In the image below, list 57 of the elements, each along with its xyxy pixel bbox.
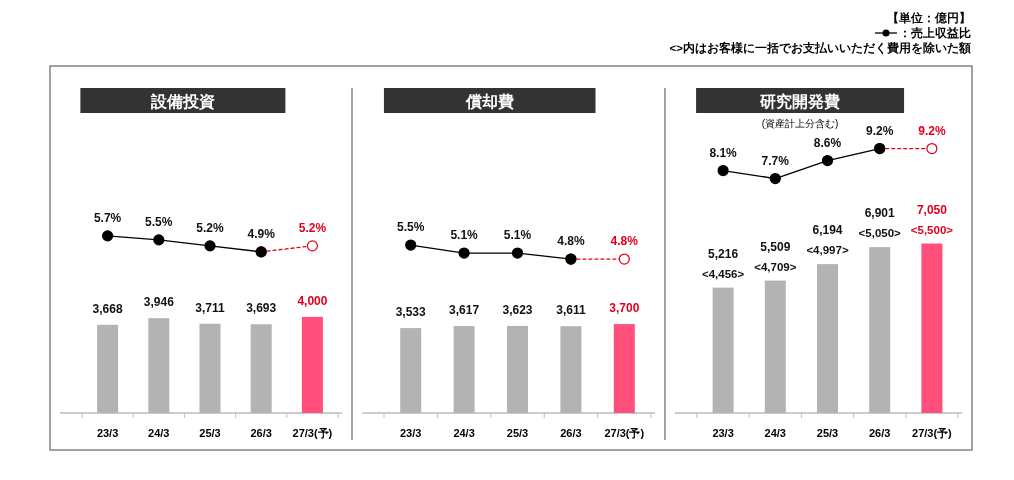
data-label: 3,611 [556, 303, 586, 318]
data-label: 7.7% [761, 153, 790, 168]
text: <>内はお客様に一括でお支払いいただく費用を除いた額 [669, 41, 971, 55]
data-label: 3,693 [246, 301, 277, 316]
data-label: 6,194 [812, 223, 843, 238]
x-tick-label: 25/3 [506, 427, 529, 439]
x-tick-label: 24/3 [148, 427, 170, 439]
annotation: <4,709> [754, 260, 797, 273]
chart-subtitle: (資産計上分含む) [761, 118, 839, 129]
x-tick-label: 26/3 [560, 427, 582, 439]
data-label: 8.1% [709, 145, 738, 160]
data-label: 5,509 [760, 239, 791, 254]
data-label: 9.2% [866, 123, 894, 138]
data-label: 4,000 [297, 293, 328, 308]
data-label: 3,668 [92, 301, 123, 316]
data-label: 3,533 [395, 305, 427, 320]
x-tick-label: 24/3 [764, 427, 787, 439]
annotation: <4,456> [701, 267, 745, 280]
data-label: 9.2% [918, 123, 946, 138]
x-tick-label: 25/3 [199, 427, 221, 439]
data-label: 5.1% [503, 228, 532, 243]
x-tick-label: 23/3 [399, 427, 422, 439]
chart-title: 研究開発費 [759, 93, 841, 110]
data-label: 3,946 [143, 295, 175, 310]
x-tick-label: 27/3(予) [604, 427, 645, 439]
annotation: <5,050> [858, 227, 902, 240]
data-label: 4.8% [557, 234, 585, 249]
data-label: 6,901 [864, 206, 896, 221]
legend-label: ：売上収益比 [899, 26, 971, 39]
data-label: 7,050 [916, 202, 948, 217]
data-label: 4.8% [610, 234, 639, 249]
x-tick-label: 25/3 [816, 427, 839, 439]
data-label: 5.2% [298, 220, 327, 235]
data-label: 3,617 [449, 303, 480, 318]
data-label: 8.6% [813, 135, 842, 150]
x-tick-label: 24/3 [453, 427, 475, 439]
text: 【単位：億円】 [887, 11, 971, 24]
annotation: <5,500> [910, 223, 954, 236]
data-label: 3,700 [609, 301, 640, 316]
x-tick-label: 27/3(予) [292, 427, 333, 439]
x-tick-label: 23/3 [96, 427, 119, 439]
data-label: 3,711 [195, 300, 226, 315]
data-label: 5.5% [397, 220, 425, 235]
x-tick-label: 27/3(予) [912, 427, 953, 439]
chart-title: 償却費 [464, 93, 514, 110]
x-tick-label: 23/3 [712, 427, 734, 439]
annotation: <4,997> [806, 244, 849, 257]
data-label: 4.9% [247, 226, 276, 241]
data-label: 5.2% [196, 220, 224, 235]
data-label: 5.1% [450, 228, 479, 243]
data-label: 5,216 [708, 246, 739, 261]
x-tick-label: 26/3 [250, 427, 272, 439]
data-label: 5.7% [93, 210, 122, 225]
data-label: 5.5% [145, 214, 173, 229]
x-tick-label: 26/3 [868, 427, 891, 439]
data-label: 3,623 [502, 302, 533, 317]
chart-title: 設備投資 [149, 93, 215, 111]
